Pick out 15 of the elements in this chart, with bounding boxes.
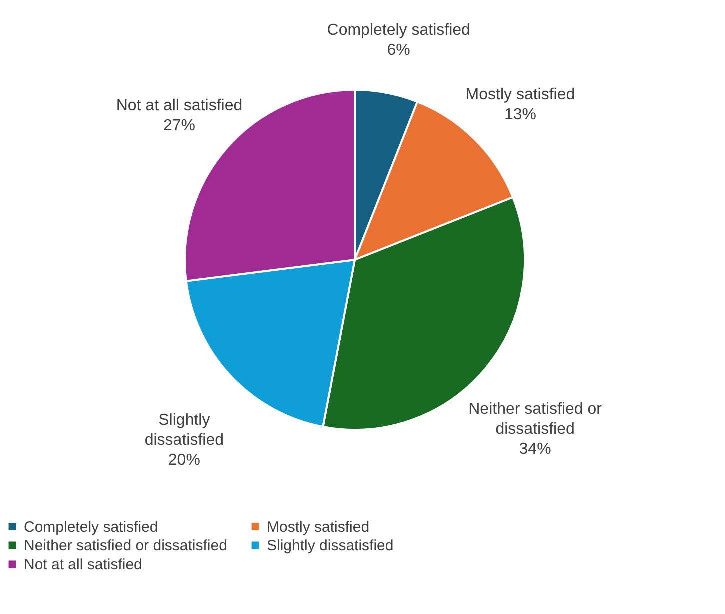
legend-label: Mostly satisfied — [267, 518, 370, 536]
legend-label: Not at all satisfied — [24, 556, 142, 574]
slice-label: Completely satisfied — [327, 22, 470, 40]
legend-label: Neither satisfied or dissatisfied — [24, 538, 228, 554]
slice-label: Mostly satisfied — [466, 86, 576, 104]
data-label: 20% — [168, 452, 200, 470]
data-label: 6% — [387, 42, 410, 60]
data-label: 13% — [504, 106, 536, 124]
legend-label: Slightly dissatisfied — [267, 538, 394, 554]
legend-label: Completely satisfied — [24, 518, 158, 536]
slice-label: Not at all satisfied — [116, 97, 243, 114]
data-label: 34% — [519, 441, 552, 458]
slice-label: Neither satisfied or dissatisfied — [468, 401, 603, 438]
data-label: 27% — [163, 117, 196, 134]
slice-label: Slightly dissatisfied — [144, 412, 224, 450]
